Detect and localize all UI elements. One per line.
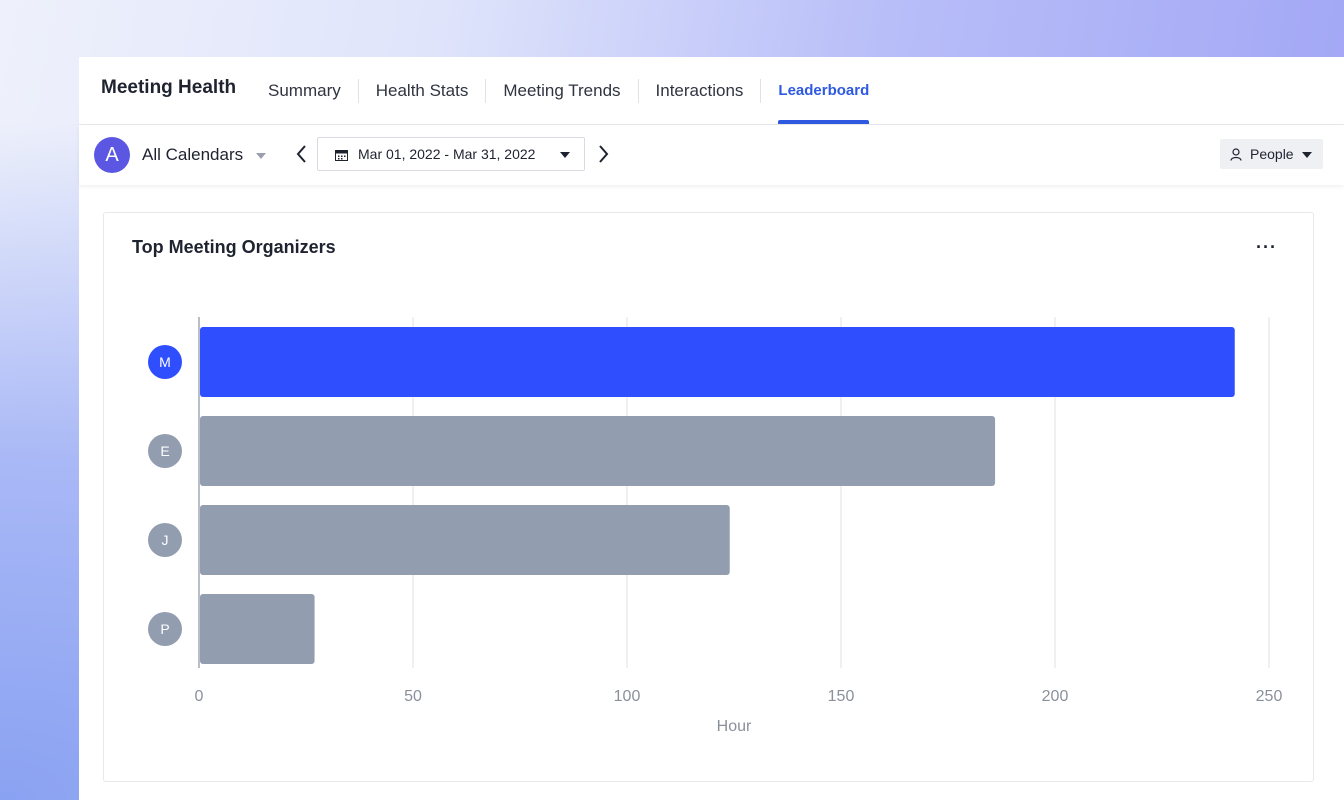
bar-e xyxy=(200,416,996,486)
tab-health-stats[interactable]: Health Stats xyxy=(357,78,486,103)
date-range-text: Mar 01, 2022 - Mar 31, 2022 xyxy=(358,146,536,162)
tab-summary[interactable]: Summary xyxy=(268,80,341,100)
chevron-right-icon xyxy=(599,145,609,163)
x-tick-label: 200 xyxy=(1042,688,1069,705)
bar-m xyxy=(200,327,1235,397)
calendar-select-label[interactable]: All Calendars xyxy=(142,145,244,164)
x-tick-label: 0 xyxy=(195,688,204,705)
chevron-left-icon xyxy=(296,145,306,163)
caret-down-icon xyxy=(1302,152,1312,158)
chevron-down-icon[interactable] xyxy=(256,153,266,159)
x-tick-label: 150 xyxy=(828,688,855,705)
view-mode-dropdown[interactable]: People xyxy=(1220,139,1323,169)
next-period-button[interactable] xyxy=(590,141,616,167)
date-range-picker[interactable]: Mar 01, 2022 - Mar 31, 2022 xyxy=(317,137,585,171)
more-options-icon[interactable]: ··· xyxy=(1256,237,1277,257)
calendar-avatar[interactable]: A xyxy=(94,137,130,173)
organizer-avatar-j xyxy=(148,523,182,557)
bar-j xyxy=(200,505,730,575)
caret-down-icon xyxy=(560,152,570,158)
organizer-avatar-m xyxy=(148,345,182,379)
organizer-avatar-p xyxy=(148,612,182,646)
x-tick-label: 50 xyxy=(404,688,422,705)
tab-leaderboard[interactable]: Leaderboard xyxy=(760,78,886,124)
organizer-avatar-e xyxy=(148,434,182,468)
x-axis-label: Hour xyxy=(717,718,752,735)
organizer-initial: M xyxy=(159,354,171,370)
tab-interactions[interactable]: Interactions xyxy=(637,78,761,103)
organizers-bar-chart: 0 50 100 150 200 250 M E J P Hour xyxy=(148,317,1283,735)
x-tick-label: 250 xyxy=(1256,688,1283,705)
page-title: Meeting Health xyxy=(101,77,237,98)
view-mode-label: People xyxy=(1250,146,1294,162)
person-icon xyxy=(1230,148,1242,161)
organizer-initial: E xyxy=(160,443,169,459)
x-tick-label: 100 xyxy=(614,688,641,705)
tab-meeting-trends[interactable]: Meeting Trends xyxy=(485,78,637,103)
tab-bar: Summary Health Stats Meeting Trends Inte… xyxy=(251,57,886,124)
top-nav: Meeting Health Summary Health Stats Meet… xyxy=(79,57,1344,125)
filter-toolbar: A All Calendars Mar 01, 2022 - Mar 31, 2… xyxy=(79,125,1344,185)
top-organizers-card: Top Meeting Organizers ··· 0 50 100 150 200 2… xyxy=(103,212,1314,782)
card-title: Top Meeting Organizers xyxy=(132,237,336,257)
bar-p xyxy=(200,594,315,664)
organizer-initial: P xyxy=(160,621,169,637)
app-window: Meeting Health Summary Health Stats Meet… xyxy=(79,57,1344,800)
organizer-initial: J xyxy=(162,532,169,548)
prev-period-button[interactable] xyxy=(290,141,316,167)
calendar-icon xyxy=(335,150,348,161)
